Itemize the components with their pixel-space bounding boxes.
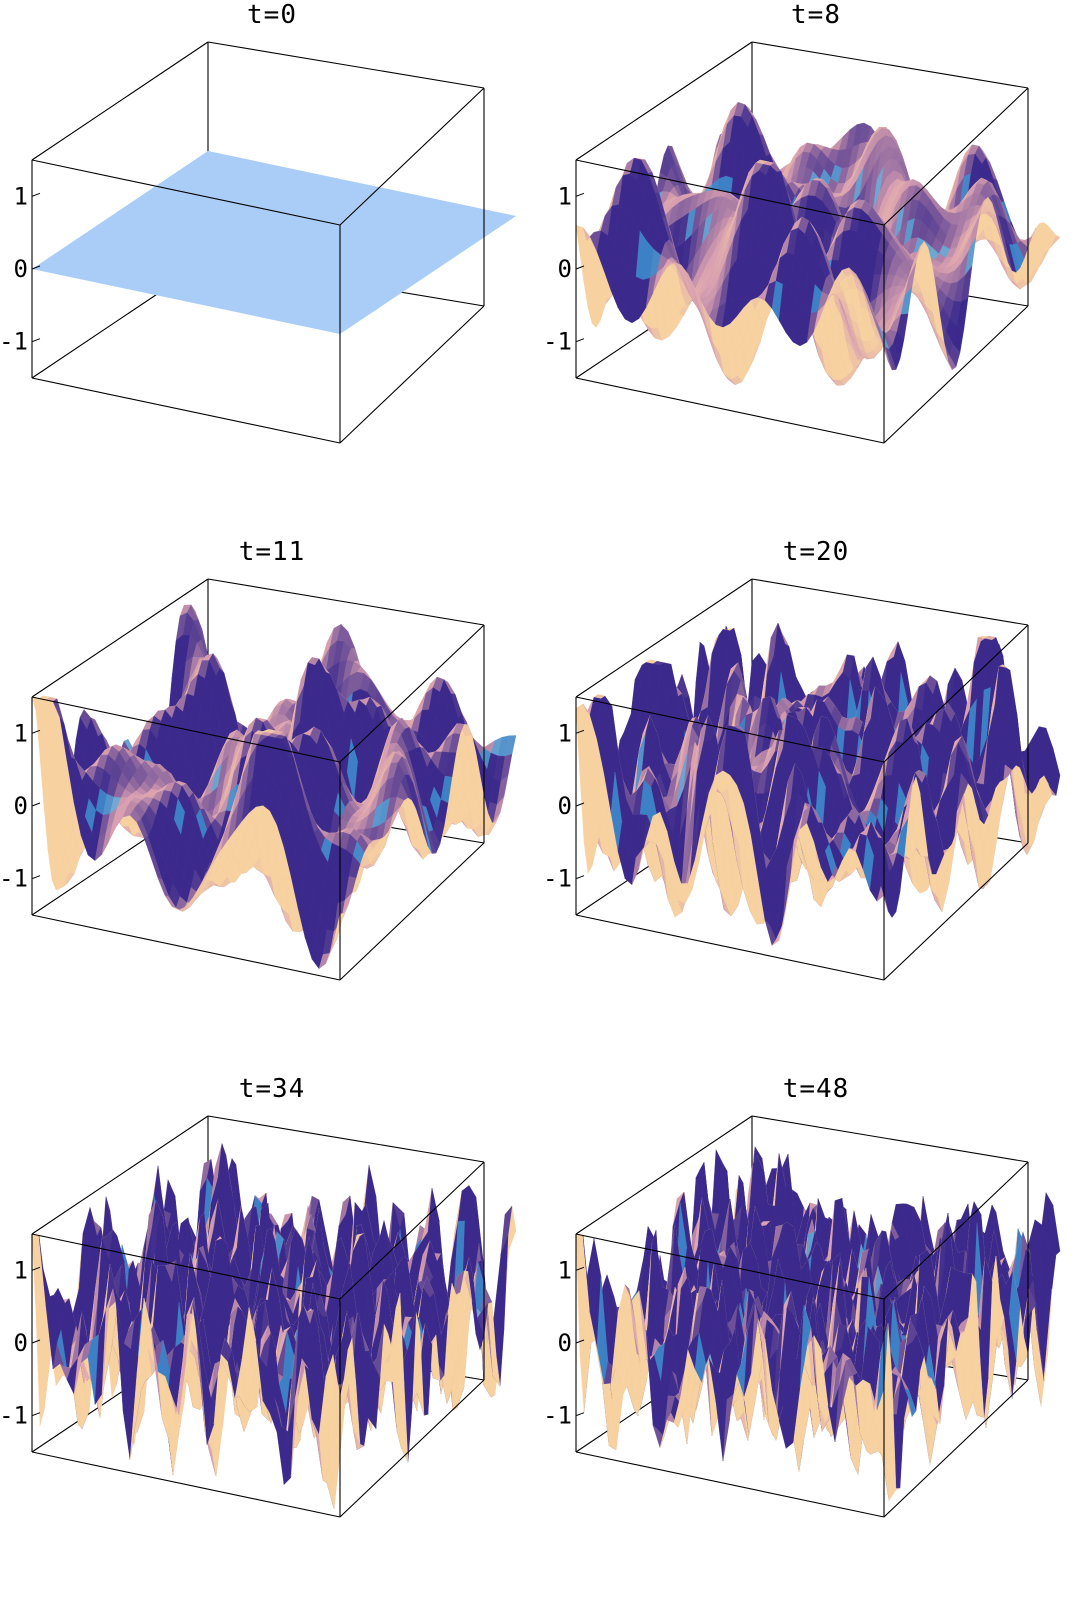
- z-tick-mark: [31, 802, 41, 807]
- z-tick-label: 1: [14, 719, 28, 747]
- surface: [575, 102, 1061, 386]
- box-edge: [575, 41, 753, 161]
- box-edge: [575, 578, 753, 698]
- flat-surface-plane: [32, 151, 516, 334]
- z-tick-label: -1: [0, 865, 28, 893]
- z-tick-mark: [31, 192, 41, 197]
- z-tick-mark: [31, 338, 41, 343]
- surface: [575, 622, 1061, 947]
- box-edge: [31, 159, 341, 226]
- box-edge: [339, 624, 485, 763]
- box-edge: [751, 578, 1029, 626]
- surface-facet: [876, 327, 889, 362]
- z-tick-label: 0: [14, 255, 28, 283]
- panel-title: t=11: [238, 537, 306, 567]
- z-tick-mark: [575, 192, 585, 197]
- surface-panel: t=8 1 0 -1: [544, 0, 1088, 537]
- box-edge: [575, 159, 885, 226]
- surface-plot: 10-1: [544, 578, 1061, 981]
- panel-title: t=8: [791, 0, 841, 30]
- z-axis-ticks: 1 0 -1: [0, 719, 41, 893]
- box-edge: [339, 87, 485, 226]
- surface-panel: t=20 1 0 -1: [544, 537, 1088, 1074]
- surface-plot: 1 0 -1: [544, 41, 1061, 444]
- surface-facet: [332, 913, 345, 945]
- z-tick-mark: [31, 729, 41, 734]
- surface-plot: 1 0 -1: [0, 41, 516, 444]
- box-edge: [31, 377, 341, 444]
- panel-title: t=20: [782, 537, 850, 567]
- box-edge: [883, 87, 1029, 226]
- z-tick-label: 0: [558, 255, 572, 283]
- box-edge: [31, 696, 341, 763]
- z-axis-ticks: 1 0 -1: [544, 182, 585, 356]
- surface: [31, 604, 517, 970]
- box-edge: [575, 377, 885, 444]
- z-tick-mark: [575, 265, 585, 270]
- surface-panel: t=0 1 0 -1: [0, 0, 544, 537]
- box-edge: [31, 914, 341, 981]
- box-edge: [339, 842, 485, 981]
- z-tick-label: -1: [0, 328, 28, 356]
- z-tick-label: 1: [14, 182, 28, 210]
- surface-plot: 1 0 -1: [0, 578, 517, 981]
- surface-panel: t=11 1 0 -1: [0, 537, 544, 1074]
- box-edge: [339, 305, 485, 444]
- z-tick-label: -1: [544, 328, 572, 356]
- box-edge: [31, 41, 209, 161]
- z-tick-mark: [31, 875, 41, 880]
- panel-title: t=0: [247, 0, 297, 30]
- z-axis-ticks: 1 0 -1: [0, 182, 41, 356]
- box-edge: [751, 41, 1029, 89]
- box-edge: [31, 578, 209, 698]
- z-tick-mark: [575, 338, 585, 343]
- surface: [32, 151, 516, 334]
- box-edge: [883, 305, 1029, 444]
- box-edge: [207, 578, 485, 626]
- box-edge: [207, 41, 485, 89]
- z-tick-mark: [31, 265, 41, 270]
- z-tick-label: 1: [558, 182, 572, 210]
- z-tick-label: 0: [14, 792, 28, 820]
